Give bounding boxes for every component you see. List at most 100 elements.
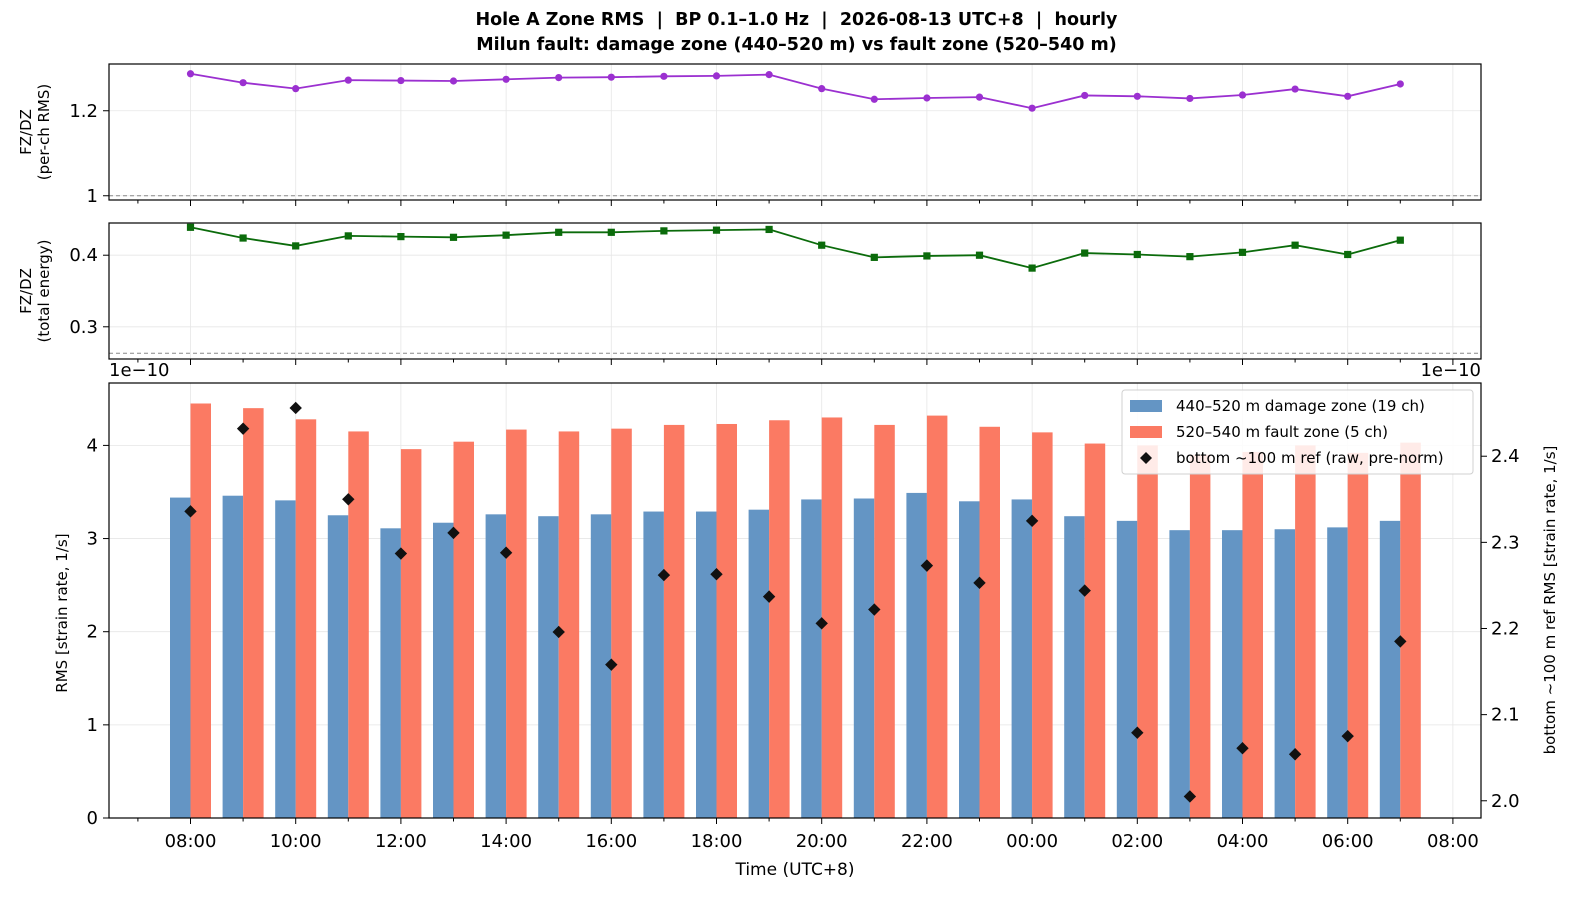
reference-point: [236, 422, 250, 435]
x-tick-label: 22:00: [901, 831, 953, 852]
damage-zone-bar: [1169, 530, 1190, 818]
rms-y-tick-label: 2: [87, 622, 98, 643]
ratio-rms-y-label: FZ/DZ (per-ch RMS): [17, 84, 53, 180]
reference-point: [868, 603, 881, 616]
ratio-rms-point: [502, 75, 510, 83]
fault-zone-bar: [243, 408, 264, 818]
ratio-rms-point: [765, 71, 773, 79]
ref-y-label-line: bottom ~100 m ref RMS [strain rate, 1/s]: [1541, 446, 1559, 755]
ratio-energy-point: [186, 223, 195, 231]
damage-zone-bar: [1274, 529, 1296, 818]
ratio-energy-y-label-line: FZ/DZ: [17, 268, 35, 314]
chart-title-line-1: Hole A Zone RMS | BP 0.1–1.0 Hz | 2026-0…: [475, 10, 1118, 30]
reference-point: [552, 625, 565, 639]
reference-point: [1236, 742, 1249, 755]
reference-point: [1288, 748, 1302, 761]
ratio-energy-point: [1081, 249, 1089, 257]
ratio-rms-point: [292, 85, 300, 93]
ref-y-tick-label: 2.0: [1491, 791, 1520, 812]
fault-zone-bar: [979, 426, 1000, 818]
ref-y-tick-label: 2.3: [1491, 532, 1520, 553]
damage-zone-bar: [433, 522, 454, 818]
damage-zone-bar: [801, 499, 822, 818]
ratio-rms-point: [1133, 92, 1141, 100]
reference-point: [1394, 635, 1407, 648]
ratio-rms-point: [607, 73, 615, 81]
ratio-energy-point: [1396, 236, 1404, 244]
damage-zone-bar: [590, 514, 612, 818]
ratio-energy-y-label: FZ/DZ (total energy): [17, 239, 53, 342]
ratio-rms-point: [870, 95, 878, 103]
fault-zone-bar: [663, 424, 685, 818]
x-tick-label: 10:00: [270, 831, 322, 852]
rms-y-tick-label: 4: [87, 435, 98, 456]
ratio-energy-point: [239, 234, 247, 242]
damage-zone-bar: [485, 514, 507, 818]
legend-label: bottom ~100 m ref (raw, pre-norm): [1176, 449, 1444, 467]
damage-zone-bar: [1379, 520, 1401, 818]
damage-zone-bar: [1116, 520, 1138, 818]
legend-label: 520–540 m fault zone (5 ch): [1176, 423, 1388, 441]
rms-y-label: RMS [strain rate, 1/s]: [53, 533, 71, 692]
fault-zone-bar: [506, 429, 527, 818]
fault-zone-bar: [1189, 454, 1211, 818]
reference-point: [920, 559, 934, 572]
ratio-energy-point: [1238, 248, 1247, 256]
ratio-energy-y-tick-label: 0.3: [69, 317, 98, 338]
ratio-energy-point: [712, 226, 721, 234]
ratio-rms-point: [1028, 104, 1036, 112]
ratio-rms-line: [190, 72, 1401, 110]
ratio-energy-y-tick-label: 0.4: [69, 245, 98, 266]
reference-point: [1183, 790, 1197, 803]
fault-zone-bar: [874, 424, 895, 818]
damage-zone-bar: [959, 501, 980, 818]
damage-zone-bar: [380, 528, 401, 818]
ref-y-tick-label: 2.4: [1491, 446, 1520, 467]
reference-point: [1078, 584, 1091, 597]
rms-y-tick-label: 1: [87, 715, 98, 736]
ratio-energy-line: [190, 226, 1401, 270]
x-axis-label: Time (UTC+8): [734, 860, 854, 880]
fault-zone-bar: [1137, 445, 1158, 818]
reference-point: [605, 658, 618, 671]
ratio-rms-point: [1238, 91, 1247, 99]
fault-zone-bar: [1084, 443, 1106, 818]
legend-label: 440–520 m damage zone (19 ch): [1176, 397, 1425, 415]
rms-bar-panel-frame: [108, 382, 1482, 819]
reference-point: [499, 546, 513, 559]
x-tick-label: 08:00: [165, 831, 217, 852]
ratio-energy-point: [344, 232, 352, 240]
reference-point: [762, 590, 776, 603]
legend-box: [1121, 389, 1474, 475]
damage-zone-bar: [222, 495, 244, 818]
x-tick-label: 08:00: [1427, 831, 1479, 852]
ratio-rms-point: [818, 85, 826, 93]
ratio-rms-point: [344, 76, 352, 84]
x-tick-label: 16:00: [585, 831, 637, 852]
ratio-energy-point: [870, 253, 878, 261]
ratio-rms-point: [449, 77, 458, 85]
fault-zone-bar: [1242, 451, 1263, 818]
ref-y-tick-label: 2.2: [1491, 618, 1520, 639]
fault-zone-bar: [926, 415, 948, 818]
ratio-energy-panel-frame: [108, 222, 1482, 360]
ratio-rms-point: [660, 72, 668, 80]
ratio-rms-point: [975, 93, 984, 101]
reference-point: [289, 401, 302, 415]
damage-zone-bar: [696, 511, 717, 818]
legend: 440–520 m damage zone (19 ch) 520–540 m f…: [1121, 389, 1474, 475]
ratio-energy-point: [292, 242, 300, 250]
damage-zone-bar: [538, 516, 559, 818]
reference-point: [1341, 729, 1354, 743]
legend-swatch: [1140, 452, 1152, 464]
ref-y-tick-label: 2.1: [1491, 705, 1520, 726]
ratio-rms-point: [1291, 85, 1299, 93]
rms-y-tick-label: 0: [87, 808, 98, 829]
ratio-energy-point: [818, 241, 826, 249]
fault-zone-bar: [1295, 445, 1316, 818]
damage-zone-bar: [906, 492, 927, 818]
ratio-rms-y-label-line: (per-ch RMS): [35, 84, 53, 180]
fault-zone-bar: [400, 449, 422, 818]
reference-point: [1131, 726, 1144, 739]
ratio-energy-point: [923, 252, 931, 260]
